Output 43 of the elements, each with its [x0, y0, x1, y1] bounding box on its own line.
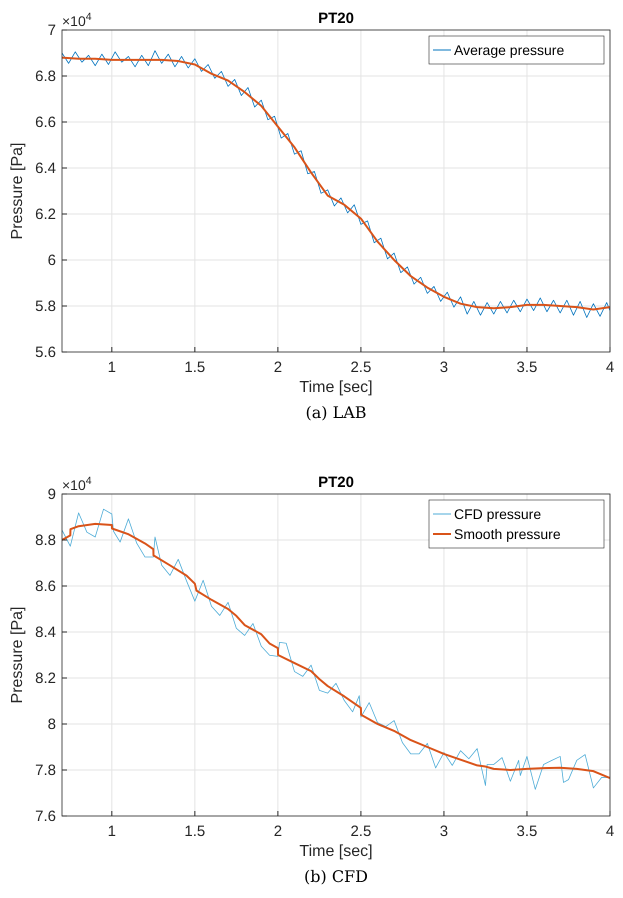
x-tick-label: 2	[274, 823, 282, 840]
text: (a) LAB	[305, 403, 367, 422]
x-tick-label: 2	[274, 359, 282, 376]
x-axis-title: Time [sec]	[299, 843, 373, 860]
y-tick-label: 7.8	[35, 762, 56, 779]
x-tick-label: 2.5	[350, 359, 372, 376]
y-tick-label: 9	[48, 486, 56, 503]
x-tick-label: 4	[606, 359, 614, 376]
y-tick-label: 8.2	[35, 670, 56, 687]
x-axis-title: Time [sec]	[299, 379, 373, 396]
text: ×10$^{4}$	[62, 11, 92, 29]
y-axis-title: Pressure [Pa]	[9, 142, 26, 240]
x-tick-label: 3.5	[516, 823, 538, 840]
x-tick-label: 3.5	[516, 359, 538, 376]
y-tick-label: 6.2	[35, 206, 56, 223]
chart-title: PT20	[318, 474, 354, 491]
x-tick-label: 1	[108, 823, 116, 840]
text: (b) CFD	[304, 867, 368, 886]
chart-title: PT20	[318, 10, 354, 27]
x-tick-label: 2.5	[350, 823, 372, 840]
y-tick-label: 6.6	[35, 114, 56, 131]
y-tick-label: 5.6	[35, 344, 56, 361]
x-tick-label: 1.5	[184, 823, 206, 840]
y-tick-label: 7	[48, 22, 56, 39]
legend-label: CFD pressure	[454, 506, 542, 522]
x-tick-label: 1.5	[184, 359, 206, 376]
legend-label: Smooth pressure	[454, 526, 561, 542]
y-tick-label: 8	[48, 716, 56, 733]
y-tick-label: 7.6	[35, 808, 56, 825]
legend-label: Average pressure	[454, 42, 564, 58]
y-tick-label: 8.6	[35, 578, 56, 595]
x-tick-label: 3	[440, 359, 448, 376]
y-tick-label: 8.4	[35, 624, 56, 641]
x-tick-label: 1	[108, 359, 116, 376]
x-tick-label: 4	[606, 823, 614, 840]
y-tick-label: 6.8	[35, 68, 56, 85]
y-tick-label: 6.4	[35, 160, 56, 177]
y-axis-title: Pressure [Pa]	[9, 606, 26, 704]
y-tick-label: 6	[48, 252, 56, 269]
y-tick-label: 5.8	[35, 298, 56, 315]
y-tick-label: 8.8	[35, 532, 56, 549]
x-tick-label: 3	[440, 823, 448, 840]
text: ×10$^{4}$	[62, 475, 92, 493]
